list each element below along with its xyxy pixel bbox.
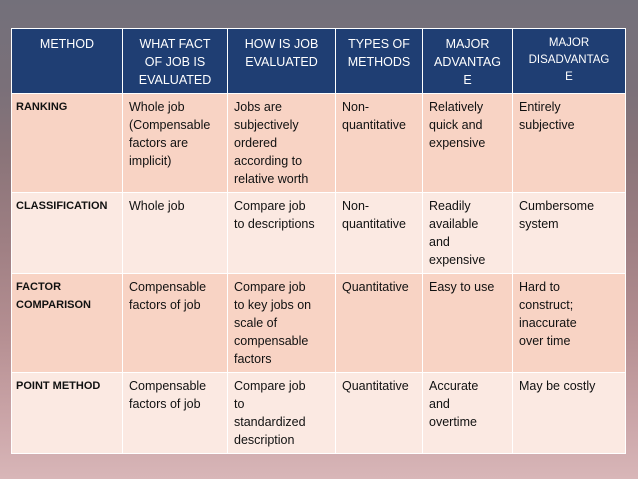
cell-what: Whole job (Compensable factors are impli… <box>122 93 228 193</box>
cell-types: Quantitative <box>335 273 423 373</box>
column-header-how-evaluated: HOW IS JOB EVALUATED <box>227 28 336 94</box>
table-row-ranking: RANKING Whole job (Compensable factors a… <box>11 93 626 193</box>
cell-what: Whole job <box>122 192 228 274</box>
cell-disadvantage: Entirely subjective <box>512 93 626 193</box>
cell-method: CLASSIFICATION <box>11 192 123 274</box>
cell-what: Compensable factors of job <box>122 372 228 454</box>
column-header-advantage: MAJOR ADVANTAG E <box>422 28 513 94</box>
cell-advantage: Easy to use <box>422 273 513 373</box>
job-evaluation-table: METHOD WHAT FACT OF JOB IS EVALUATED HOW… <box>11 28 626 454</box>
table-header-row: METHOD WHAT FACT OF JOB IS EVALUATED HOW… <box>11 28 626 94</box>
cell-how: Compare job to standardized description <box>227 372 336 454</box>
column-header-method: METHOD <box>11 28 123 94</box>
column-header-types: TYPES OF METHODS <box>335 28 423 94</box>
cell-how: Compare job to key jobs on scale of comp… <box>227 273 336 373</box>
cell-method: POINT METHOD <box>11 372 123 454</box>
cell-how: Compare job to descriptions <box>227 192 336 274</box>
cell-method: FACTOR COMPARISON <box>11 273 123 373</box>
cell-advantage: Readily available and expensive <box>422 192 513 274</box>
table-row-factor-comparison: FACTOR COMPARISON Compensable factors of… <box>11 273 626 373</box>
cell-disadvantage: Hard to construct; inaccurate over time <box>512 273 626 373</box>
cell-method: RANKING <box>11 93 123 193</box>
cell-what: Compensable factors of job <box>122 273 228 373</box>
table-row-classification: CLASSIFICATION Whole job Compare job to … <box>11 192 626 274</box>
table-row-point-method: POINT METHOD Compensable factors of job … <box>11 372 626 454</box>
column-header-what-evaluated: WHAT FACT OF JOB IS EVALUATED <box>122 28 228 94</box>
cell-disadvantage: May be costly <box>512 372 626 454</box>
cell-disadvantage: Cumbersome system <box>512 192 626 274</box>
cell-how: Jobs are subjectively ordered according … <box>227 93 336 193</box>
cell-types: Non- quantitative <box>335 93 423 193</box>
cell-types: Quantitative <box>335 372 423 454</box>
cell-advantage: Relatively quick and expensive <box>422 93 513 193</box>
column-header-disadvantage: MAJOR DISADVANTAG E <box>512 28 626 94</box>
cell-advantage: Accurate and overtime <box>422 372 513 454</box>
cell-types: Non- quantitative <box>335 192 423 274</box>
